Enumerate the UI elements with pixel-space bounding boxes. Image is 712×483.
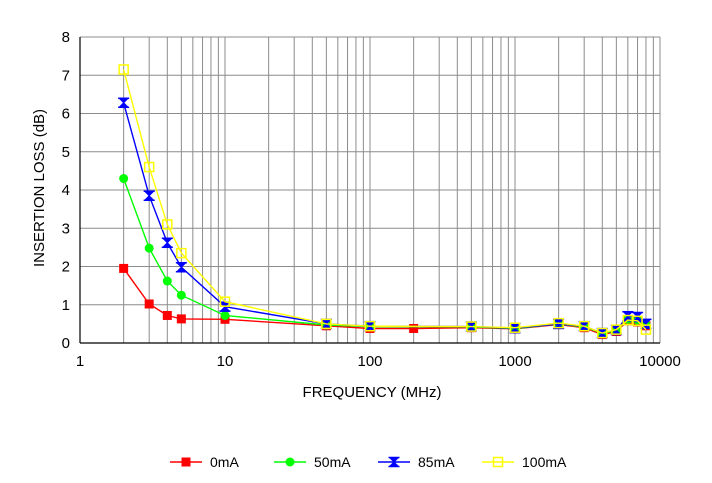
legend-marker [285, 457, 295, 467]
legend-marker [181, 457, 191, 467]
data-point [321, 318, 332, 330]
marker-shape [161, 237, 174, 248]
data-point [466, 321, 477, 332]
legend-item-85ma: 85mA [378, 454, 455, 470]
legend-label: 50mA [314, 454, 351, 470]
series-100ma [118, 64, 652, 339]
x-tick-label: 1000 [498, 353, 531, 370]
x-axis-label: FREQUENCY (MHz) [303, 384, 442, 401]
data-point [162, 310, 172, 320]
data-point [162, 276, 172, 286]
legend-item-50ma: 50mA [274, 454, 351, 470]
legend-marker [388, 456, 400, 468]
y-tick-label: 3 [62, 220, 70, 237]
data-point [632, 315, 643, 327]
data-point [552, 318, 565, 330]
series-85ma [117, 97, 652, 339]
data-point [176, 247, 187, 259]
y-tick-label: 5 [62, 144, 70, 161]
x-tick-label: 10000 [639, 353, 681, 370]
y-tick-label: 1 [62, 297, 70, 314]
y-axis-label: INSERTION LOSS (dB) [31, 109, 48, 267]
series-line [122, 69, 647, 334]
data-point [119, 174, 129, 184]
x-tick-label: 10 [217, 353, 234, 370]
y-tick-label: 8 [62, 29, 70, 46]
marker-shape [117, 97, 130, 108]
y-tick-label: 6 [62, 106, 70, 123]
legend: 0mA 50mA 85mA 100mA [170, 454, 567, 470]
grid [79, 36, 661, 344]
marker-shape [143, 190, 155, 201]
y-tick-label: 4 [62, 182, 70, 199]
data-point [118, 64, 129, 75]
y-tick-label: 0 [62, 335, 70, 352]
y-tick-label: 7 [62, 67, 70, 84]
series-area [117, 64, 652, 340]
data-point [219, 296, 231, 307]
data-point [220, 310, 230, 320]
legend-marker [492, 456, 504, 468]
data-point [640, 324, 652, 335]
legend-label: 85mA [418, 454, 455, 470]
data-point [176, 290, 186, 300]
data-point [161, 237, 174, 249]
x-tick-label: 100 [357, 353, 382, 370]
data-point [409, 323, 419, 333]
legend-item-100ma: 100mA [482, 454, 567, 470]
data-point [117, 97, 130, 109]
series-line [122, 178, 647, 335]
y-tick-label: 2 [62, 259, 70, 276]
x-tick-label: 1 [76, 353, 84, 370]
data-point [162, 219, 173, 230]
data-point [176, 314, 186, 324]
data-point [597, 327, 608, 339]
legend-label: 100mA [522, 454, 567, 470]
data-point [144, 299, 154, 309]
data-point [175, 262, 188, 273]
data-point [364, 320, 376, 332]
series-line [122, 102, 647, 334]
legend-item-0ma: 0mA [170, 454, 239, 470]
legend-label: 0mA [210, 454, 239, 470]
data-point [143, 190, 155, 201]
marker-shape [175, 262, 188, 273]
data-point [143, 161, 155, 173]
data-point [119, 263, 129, 273]
data-point [578, 320, 590, 332]
series-50ma [119, 174, 651, 338]
series-0ma [119, 263, 651, 340]
data-point [509, 322, 521, 333]
data-point [144, 243, 154, 253]
data-point [553, 317, 564, 329]
data-point [611, 324, 622, 335]
